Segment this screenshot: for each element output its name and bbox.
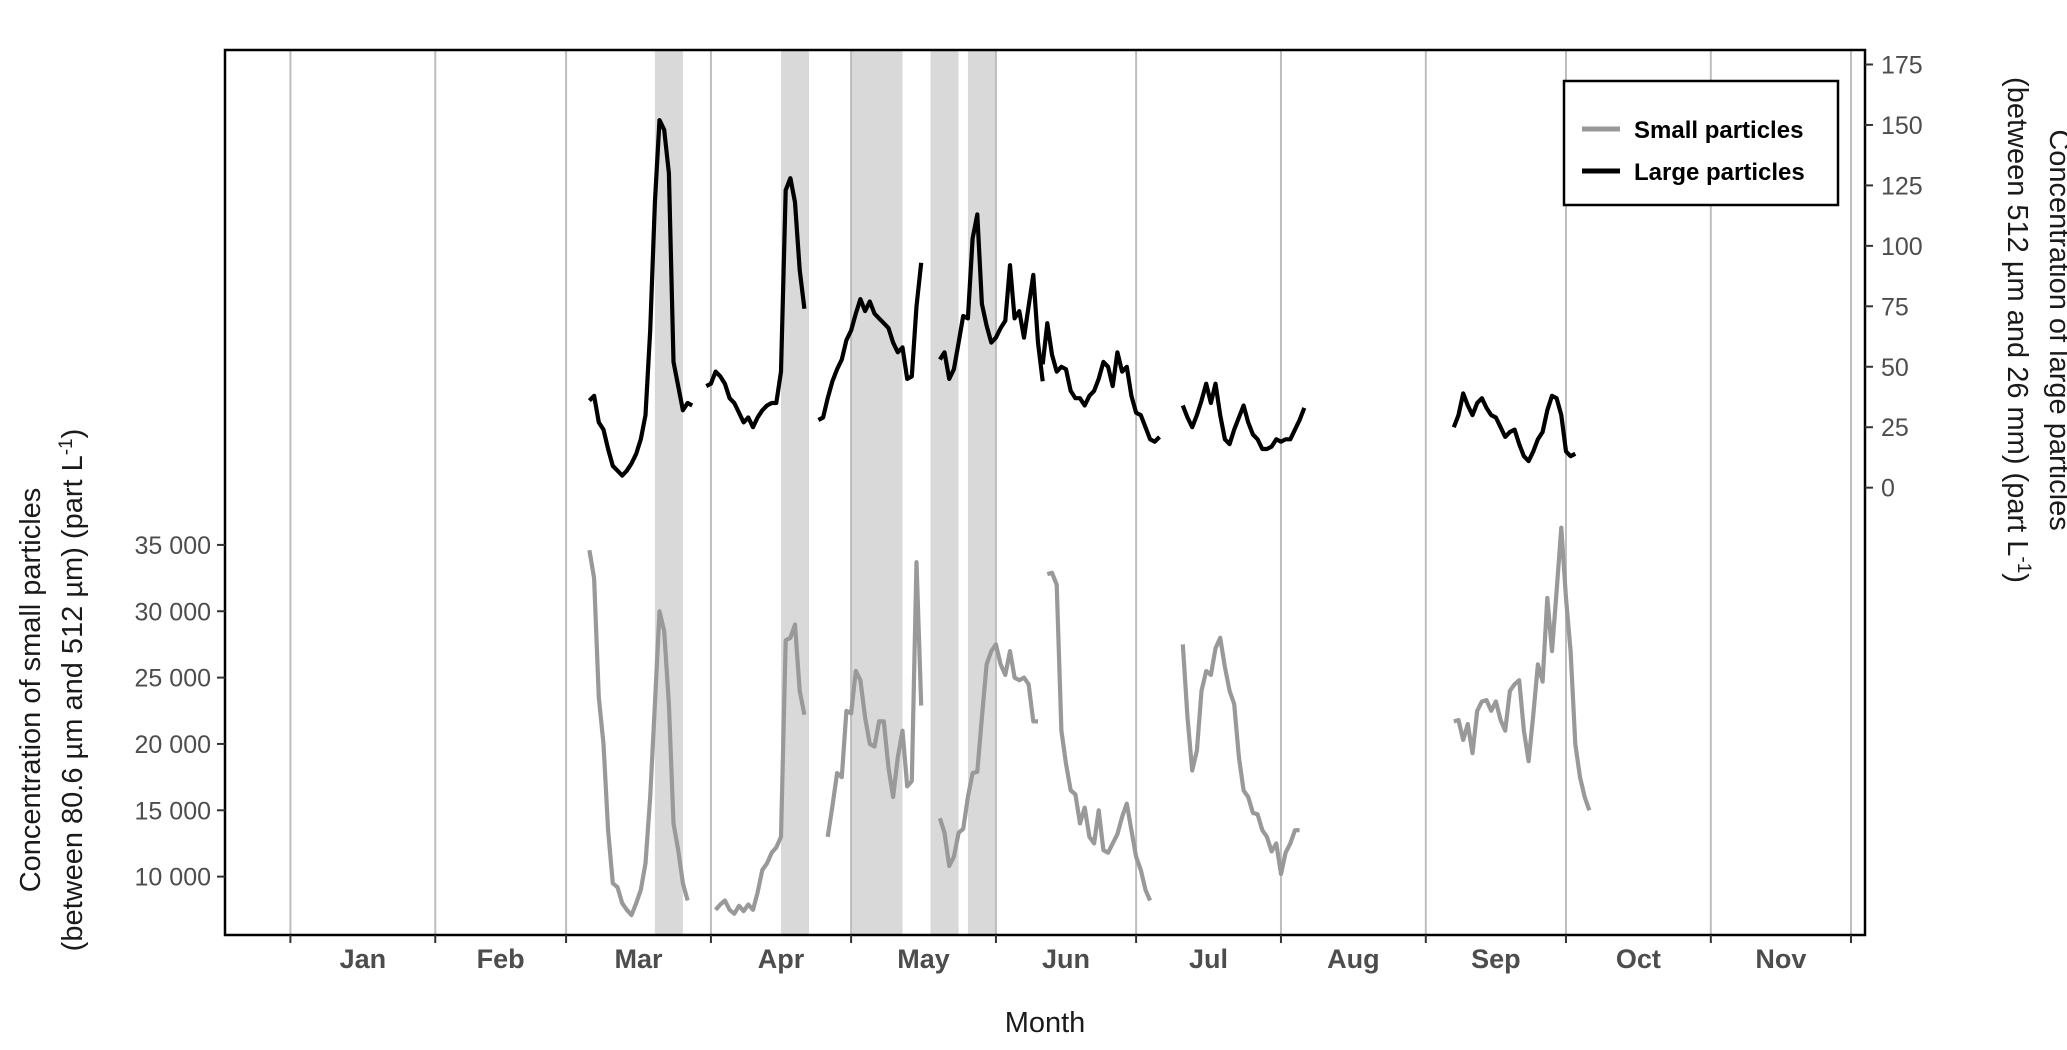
y-right-title-sup: -1 (2014, 556, 2035, 573)
small-particles-line (825, 560, 924, 838)
y-axis-right-title-group: Concentration of large particles (betwee… (2001, 77, 2067, 583)
y-left-title-sup: -1 (56, 438, 77, 455)
x-tick-label: Jan (340, 944, 387, 974)
y-right-tick-label: 0 (1881, 475, 1895, 503)
x-tick-label: Nov (1755, 944, 1806, 974)
small-particles-line (1180, 635, 1300, 877)
y-left-title-line1-text: Concentration of small particles (15, 488, 47, 893)
y-right-tick-label: 75 (1881, 293, 1909, 321)
month-gridlines (289, 50, 1852, 935)
small-particles-line (1046, 570, 1153, 902)
y-right-tick-label: 100 (1881, 233, 1923, 261)
shaded-period (967, 50, 996, 935)
large-particles-line (817, 262, 924, 422)
legend: Small particles Large particles (1562, 79, 1840, 207)
y-left-title-line2-text: (between 80.6 µm and 512 µm) (part L-1) (56, 429, 90, 952)
x-tick-label: May (897, 944, 950, 974)
legend-label-large: Large particles (1634, 159, 1805, 186)
y-right-tick-label: 175 (1881, 52, 1923, 80)
x-axis: Jan Feb Mar Apr May Jun Jul Aug Sep Oct Nov (289, 935, 1852, 974)
y-right-tick-label: 50 (1881, 354, 1909, 382)
plot-panel-border (223, 48, 1867, 937)
x-tick-label: Mar (614, 944, 663, 974)
y-axis-left-title-group: Concentration of small particles (betwee… (15, 429, 89, 952)
y-axis-left: 10 000 15 000 20 000 25 000 30 000 35 000 (135, 532, 225, 892)
y-axis-right: 0 25 50 75 100 125 150 175 (1865, 52, 1923, 503)
x-tick-label: Jun (1042, 944, 1090, 974)
y-left-tick-label: 10 000 (135, 864, 211, 892)
x-tick-label: Apr (758, 944, 805, 974)
x-tick-label: Sep (1471, 944, 1521, 974)
legend-label-small: Small particles (1634, 117, 1803, 144)
legend-box (1562, 79, 1840, 207)
y-left-tick-label: 15 000 (135, 797, 211, 825)
series-lines (587, 117, 1592, 918)
y-left-title-suffix: ) (57, 429, 89, 439)
y-left-tick-label: 20 000 (135, 731, 211, 759)
small-particles-line (587, 549, 690, 918)
shaded-period (781, 50, 810, 935)
x-tick-label: Feb (477, 944, 525, 974)
large-particles-line (938, 212, 1045, 382)
y-right-title-suffix: ) (2001, 573, 2033, 583)
x-tick-label: Jul (1189, 944, 1228, 974)
y-left-tick-label: 35 000 (135, 532, 211, 560)
large-particles-line (1040, 321, 1162, 444)
shaded-period (851, 50, 903, 935)
x-axis-title: Month (1005, 1007, 1086, 1039)
y-right-title-line1-text: Concentration of large particles (2043, 129, 2067, 530)
large-particles-line (705, 176, 807, 430)
x-tick-label: Aug (1327, 944, 1379, 974)
y-right-tick-label: 25 (1881, 414, 1909, 442)
large-particles-line (1180, 381, 1307, 452)
y-left-title-line2-prefix: (between 80.6 µm and 512 µm) (part L (57, 455, 89, 951)
y-left-tick-label: 25 000 (135, 665, 211, 693)
small-particles-line (937, 642, 1038, 869)
y-right-title-line2-prefix: (between 512 µm and 26 mm) (part L (2001, 77, 2033, 556)
shaded-periods (654, 50, 996, 935)
large-particles-line (1451, 391, 1577, 464)
y-right-title-line2-text: (between 512 µm and 26 mm) (part L-1) (2001, 77, 2035, 583)
shaded-period (930, 50, 959, 935)
y-right-tick-label: 125 (1881, 172, 1923, 200)
small-particles-line (714, 622, 807, 916)
x-tick-label: Oct (1616, 944, 1661, 974)
small-particles-line (1453, 525, 1592, 811)
large-particles-line (587, 117, 694, 478)
y-left-tick-label: 30 000 (135, 598, 211, 626)
y-right-tick-label: 150 (1881, 112, 1923, 140)
